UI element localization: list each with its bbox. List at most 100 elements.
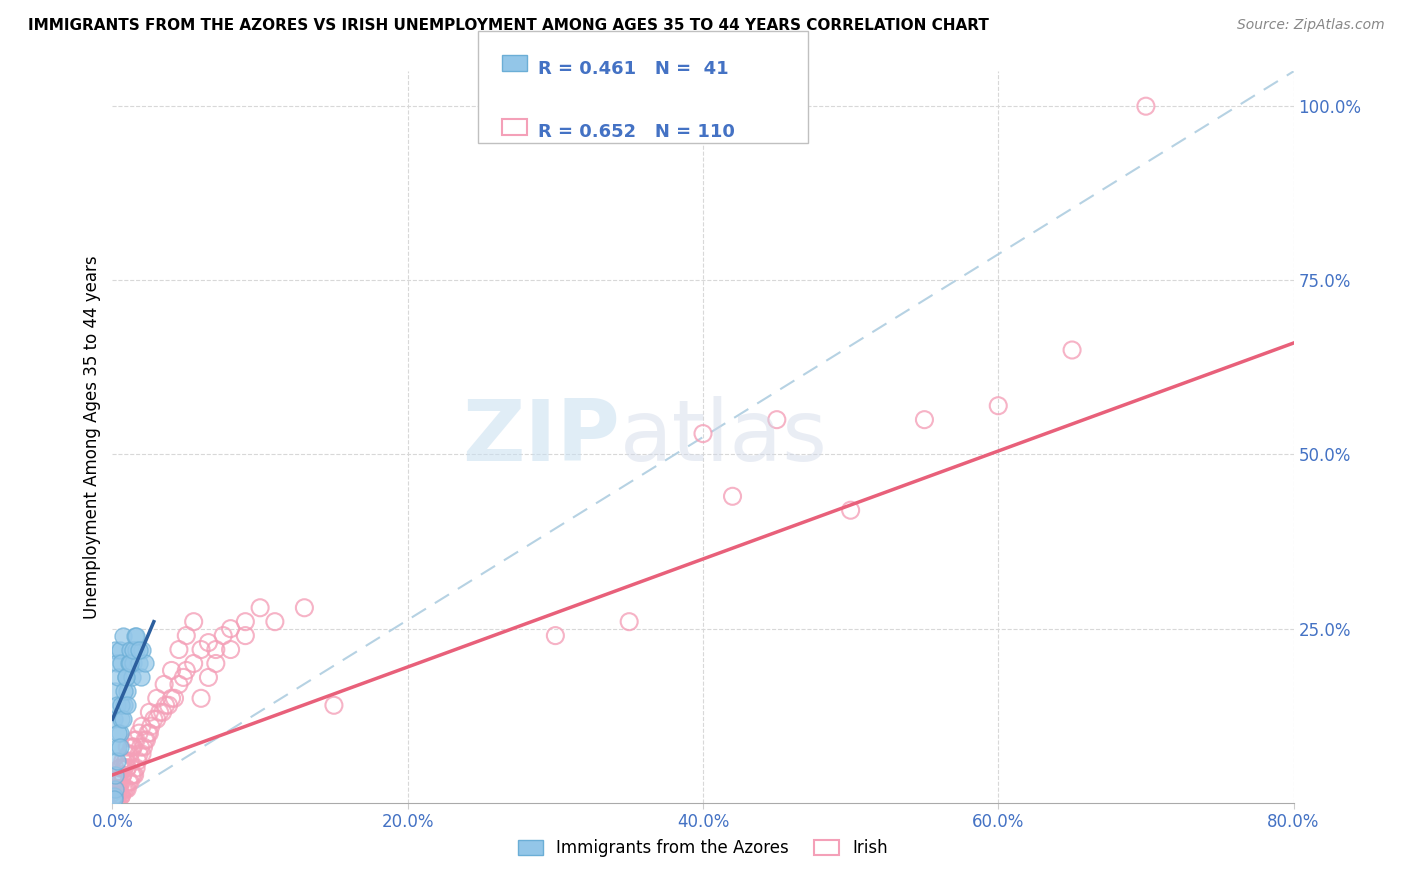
Point	[103, 712, 125, 726]
Point	[118, 657, 141, 671]
Text: R = 0.652   N = 110: R = 0.652 N = 110	[538, 123, 735, 141]
Point	[128, 657, 150, 671]
Point	[125, 733, 148, 747]
Point	[117, 781, 138, 796]
Point	[104, 792, 127, 806]
Point	[121, 670, 143, 684]
Point	[108, 781, 131, 796]
Point	[112, 761, 135, 775]
Point	[108, 761, 131, 775]
Point	[197, 635, 219, 649]
Point	[153, 677, 176, 691]
Point	[160, 691, 183, 706]
Point	[104, 768, 127, 782]
Point	[138, 705, 160, 719]
Point	[219, 642, 242, 657]
Point	[149, 705, 172, 719]
Text: Source: ZipAtlas.com: Source: ZipAtlas.com	[1237, 18, 1385, 32]
Point	[114, 670, 136, 684]
Point	[103, 792, 125, 806]
Legend: Immigrants from the Azores, Irish: Immigrants from the Azores, Irish	[512, 832, 894, 864]
Point	[120, 642, 142, 657]
Point	[108, 789, 131, 803]
Point	[107, 726, 129, 740]
Point	[692, 426, 714, 441]
Point	[105, 754, 128, 768]
Point	[120, 754, 142, 768]
Point	[107, 670, 129, 684]
Point	[190, 691, 212, 706]
Point	[212, 629, 235, 643]
Point	[110, 657, 132, 671]
Point	[112, 781, 135, 796]
Point	[104, 684, 127, 698]
Point	[110, 698, 132, 713]
Point	[131, 642, 153, 657]
Point	[121, 768, 143, 782]
Point	[146, 691, 169, 706]
Point	[120, 747, 142, 761]
Point	[114, 754, 136, 768]
Point	[104, 775, 127, 789]
Point	[122, 768, 145, 782]
Point	[129, 740, 152, 755]
Point	[105, 698, 128, 713]
Point	[108, 726, 131, 740]
Point	[174, 629, 197, 643]
Point	[103, 789, 125, 803]
Point	[104, 789, 127, 803]
Point	[134, 733, 156, 747]
Point	[104, 642, 127, 657]
Text: R = 0.461   N =  41: R = 0.461 N = 41	[538, 60, 730, 78]
Point	[112, 761, 135, 775]
Point	[105, 792, 128, 806]
Point	[128, 747, 150, 761]
Point	[124, 733, 146, 747]
Point	[157, 698, 180, 713]
Point	[132, 740, 155, 755]
Point	[619, 615, 641, 629]
Point	[197, 670, 219, 684]
Point	[138, 726, 160, 740]
Point	[111, 768, 134, 782]
Point	[107, 768, 129, 782]
Point	[1062, 343, 1084, 357]
Point	[146, 712, 169, 726]
Point	[111, 781, 134, 796]
Point	[323, 698, 346, 713]
Point	[249, 600, 271, 615]
Point	[110, 789, 132, 803]
Point	[117, 761, 138, 775]
Point	[135, 733, 157, 747]
Point	[117, 740, 138, 755]
Point	[544, 629, 567, 643]
Text: IMMIGRANTS FROM THE AZORES VS IRISH UNEMPLOYMENT AMONG AGES 35 TO 44 YEARS CORRE: IMMIGRANTS FROM THE AZORES VS IRISH UNEM…	[28, 18, 988, 33]
Point	[205, 642, 228, 657]
Point	[120, 775, 142, 789]
Point	[139, 719, 162, 733]
Point	[131, 719, 153, 733]
Point	[121, 740, 143, 755]
Point	[114, 781, 136, 796]
Point	[103, 781, 125, 796]
Point	[110, 789, 132, 803]
Point	[114, 754, 136, 768]
Point	[117, 684, 138, 698]
Point	[122, 657, 145, 671]
Point	[103, 792, 125, 806]
Point	[136, 726, 159, 740]
Point	[110, 712, 132, 726]
Point	[914, 412, 936, 426]
Point	[163, 691, 186, 706]
Point	[125, 761, 148, 775]
Point	[167, 642, 190, 657]
Point	[183, 615, 205, 629]
Point	[110, 775, 132, 789]
Point	[105, 768, 128, 782]
Point	[721, 489, 744, 503]
Point	[183, 657, 205, 671]
Point	[120, 657, 142, 671]
Point	[105, 781, 128, 796]
Point	[142, 712, 165, 726]
Point	[128, 642, 150, 657]
